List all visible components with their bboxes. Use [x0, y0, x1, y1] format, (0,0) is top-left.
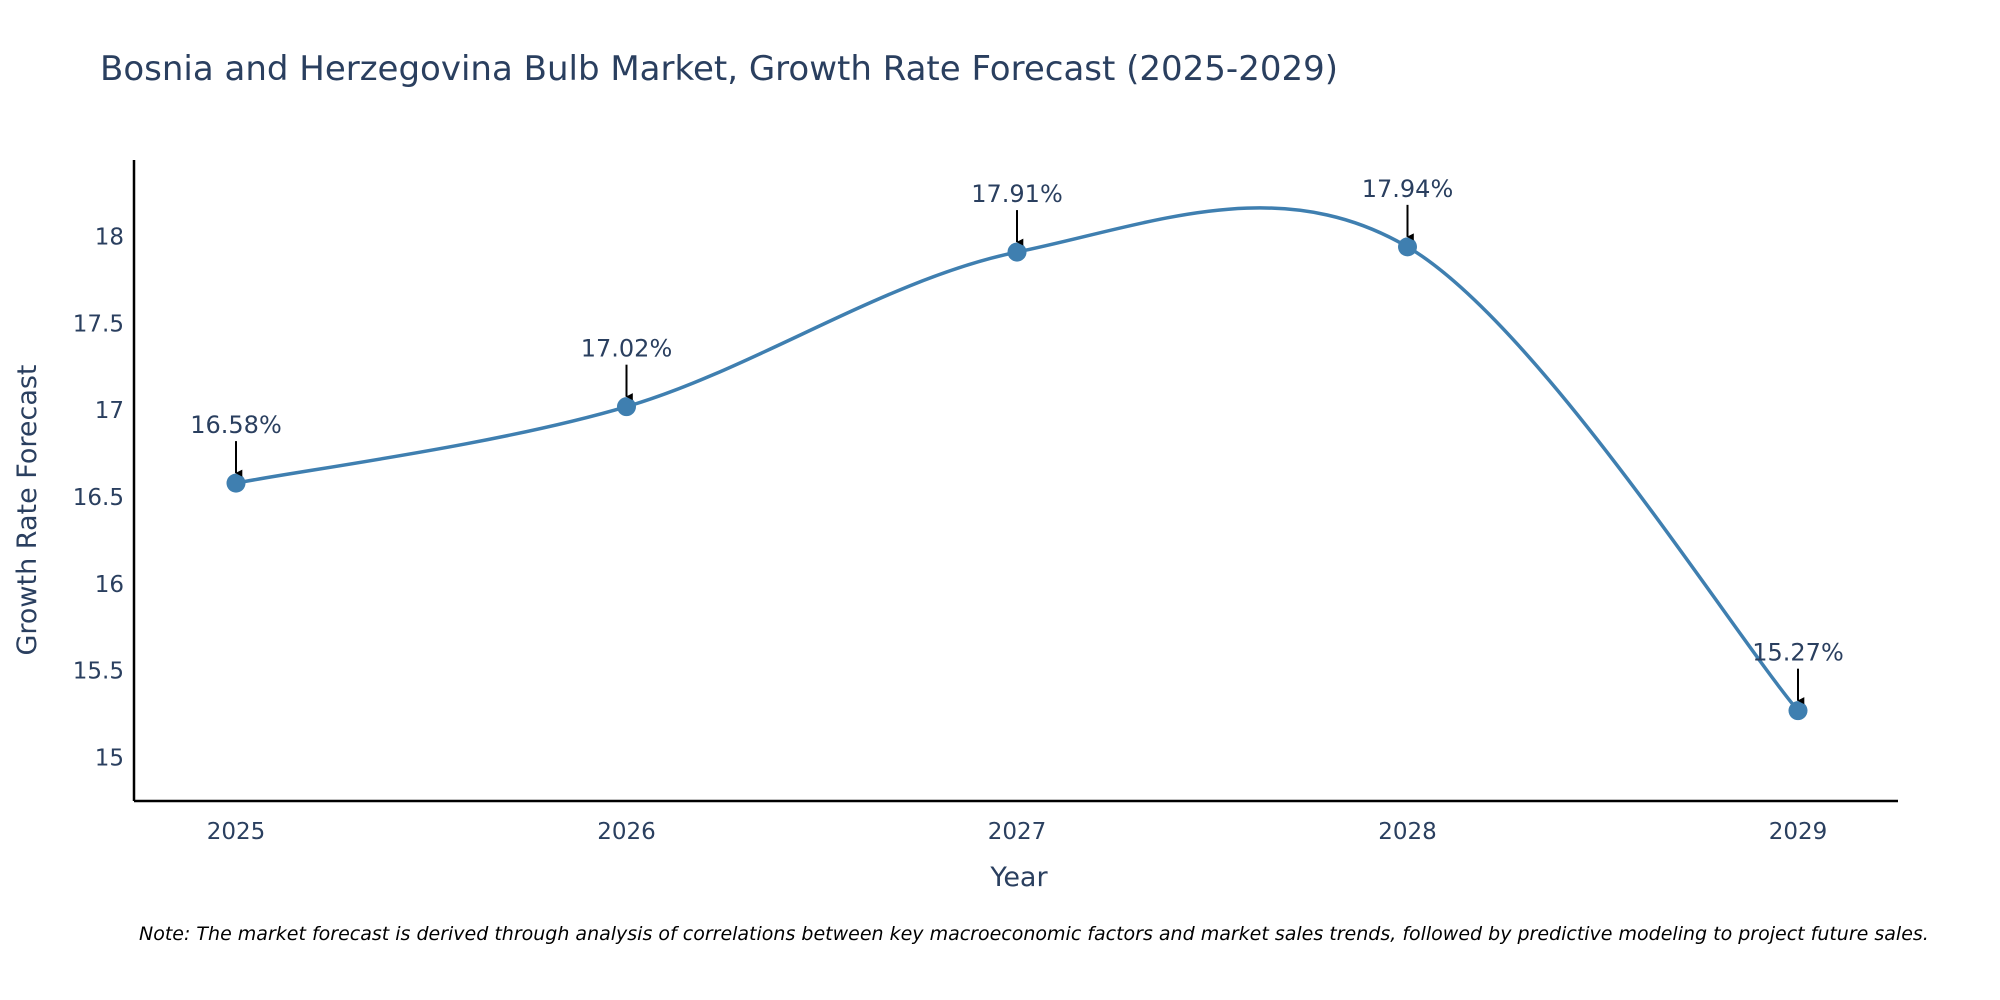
series-line [235, 206, 1800, 712]
y-tick-label: 17 [95, 398, 124, 424]
y-tick-label: 15 [95, 746, 124, 772]
x-tick-label: 2025 [207, 819, 266, 845]
data-points [226, 237, 1808, 721]
x-tick-label: 2027 [988, 819, 1047, 845]
y-axis: 15 15.5 16 16.5 17 17.5 18 [73, 160, 136, 801]
data-point-2028[interactable] [1398, 237, 1417, 257]
y-axis-title: Growth Rate Forecast [12, 364, 43, 655]
data-label: 15.27% [1752, 639, 1844, 667]
footnote: Note: The market forecast is derived thr… [139, 923, 1929, 945]
x-axis-title: Year [989, 862, 1048, 893]
data-point-2026[interactable] [617, 397, 636, 417]
x-tick-label: 2029 [1769, 819, 1828, 845]
data-labels: 16.58% 17.02% 17.91% 17.94% 15.27% [190, 175, 1844, 705]
y-tick-label: 17.5 [73, 311, 124, 337]
data-label: 17.02% [581, 335, 673, 363]
chart-title: Bosnia and Herzegovina Bulb Market, Grow… [100, 49, 1338, 89]
y-tick-label: 16.5 [73, 485, 124, 511]
x-axis: 2025 2026 2027 2028 2029 [134, 799, 1898, 845]
y-tick-label: 16 [95, 572, 124, 598]
x-tick-label: 2026 [597, 819, 656, 845]
y-tick-label: 15.5 [73, 659, 124, 685]
y-tick-label: 18 [95, 224, 124, 250]
data-point-2025[interactable] [226, 473, 246, 493]
series-line-group [235, 206, 1800, 712]
data-point-2027[interactable] [1007, 242, 1027, 262]
data-label: 17.94% [1362, 175, 1454, 203]
data-label: 17.91% [971, 180, 1063, 208]
x-tick-label: 2028 [1378, 819, 1437, 845]
data-point-2029[interactable] [1788, 701, 1808, 721]
data-label: 16.58% [190, 411, 282, 439]
